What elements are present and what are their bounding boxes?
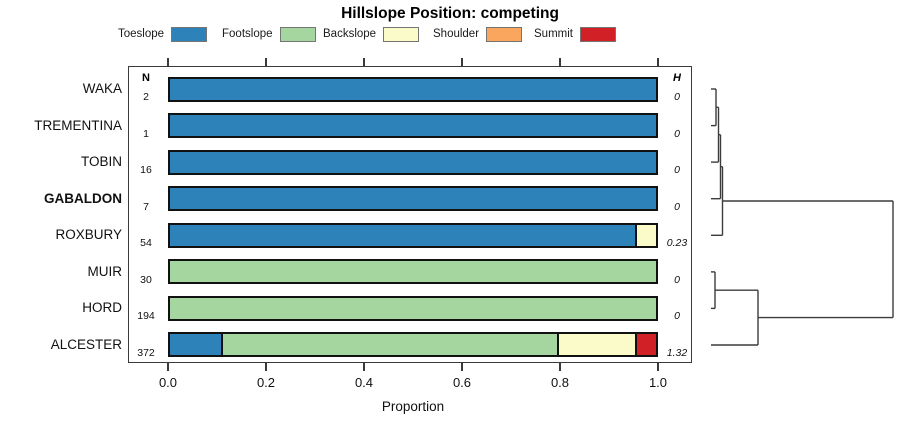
- legend-item-summit: Summit: [534, 24, 616, 44]
- bar-segment-toeslope: [170, 188, 656, 210]
- legend-item-backslope: Backslope: [323, 24, 420, 44]
- stacked-bar-tobin: [168, 149, 658, 175]
- row-label-waka: WAKA: [82, 81, 122, 96]
- h-value: 0.23: [666, 237, 688, 250]
- legend-label: Footslope: [222, 28, 273, 40]
- legend-item-toeslope: Toeslope: [118, 24, 208, 44]
- stacked-bar-waka: [168, 76, 658, 102]
- x-tick-label: 0.6: [452, 375, 472, 390]
- bar-segment-toeslope: [170, 334, 224, 356]
- x-tick-label: 0.8: [550, 375, 570, 390]
- stacked-bar-hord: [168, 295, 658, 321]
- bottom-tick: [167, 363, 169, 371]
- legend-label: Summit: [534, 28, 573, 40]
- bar-segment-backslope: [636, 224, 656, 246]
- bar-segment-summit: [636, 334, 656, 356]
- row-label-alcester: ALCESTER: [50, 336, 122, 352]
- summit-color-swatch: [579, 26, 616, 42]
- bar-segment-toeslope: [170, 115, 656, 137]
- h-value: 0: [674, 127, 680, 140]
- n-value: 194: [137, 310, 155, 323]
- stacked-bar-gabaldon: [168, 186, 658, 212]
- n-column-header: N: [142, 72, 150, 84]
- footslope-color-swatch: [279, 26, 316, 42]
- row-label-hord: HORD: [82, 300, 122, 316]
- row-label-tobin: TOBIN: [80, 154, 122, 170]
- bottom-tick: [559, 363, 561, 371]
- n-value: 2: [143, 91, 149, 103]
- n-value: 54: [140, 237, 152, 250]
- top-tick: [657, 58, 659, 66]
- legend-item-shoulder: Shoulder: [433, 24, 523, 44]
- row-label-muir: MUIR: [87, 263, 123, 279]
- bar-segment-toeslope: [170, 78, 656, 100]
- x-tick-label: 0.2: [256, 375, 276, 390]
- bar-segment-backslope: [558, 334, 637, 356]
- h-column-header: H: [673, 72, 681, 84]
- bottom-tick: [657, 363, 659, 371]
- bottom-tick: [461, 363, 463, 371]
- n-value: 7: [143, 200, 149, 213]
- h-value: 0: [674, 164, 680, 177]
- top-tick: [265, 58, 267, 66]
- stacked-bar-roxbury: [168, 222, 658, 248]
- x-tick-label: 1.0: [648, 375, 668, 390]
- h-value: 0: [674, 91, 680, 103]
- plot-area-border: [128, 66, 692, 363]
- row-label-gabaldon: GABALDON: [44, 190, 122, 206]
- stacked-bar-trementina: [168, 113, 658, 139]
- h-value: 0: [674, 310, 680, 323]
- row-label-trementina: TREMENTINA: [34, 117, 122, 133]
- toeslope-color-swatch: [171, 26, 208, 42]
- legend-label: Backslope: [323, 28, 377, 40]
- h-value: 0: [674, 200, 680, 213]
- top-tick: [167, 58, 169, 66]
- bar-segment-toeslope: [170, 224, 637, 246]
- bottom-tick: [265, 363, 267, 371]
- h-value: 0: [674, 273, 680, 286]
- n-value: 372: [137, 346, 155, 359]
- stacked-bar-alcester: [168, 332, 658, 358]
- top-tick: [363, 58, 365, 66]
- x-axis-title: Proportion: [381, 399, 445, 414]
- backslope-color-swatch: [383, 26, 420, 42]
- x-tick-label: 0.4: [354, 375, 374, 390]
- bar-segment-toeslope: [170, 151, 656, 173]
- legend-item-footslope: Footslope: [222, 24, 316, 44]
- bar-segment-footslope: [223, 334, 559, 356]
- x-tick-label: 0.0: [158, 375, 178, 390]
- legend-label: Shoulder: [433, 28, 480, 40]
- row-label-roxbury: ROXBURY: [55, 227, 122, 243]
- top-tick: [461, 58, 463, 66]
- stacked-bar-muir: [168, 259, 658, 285]
- bottom-tick: [363, 363, 365, 371]
- shoulder-color-swatch: [486, 26, 523, 42]
- legend-label: Toeslope: [118, 28, 165, 40]
- top-tick: [559, 58, 561, 66]
- bar-segment-footslope: [170, 297, 656, 319]
- n-value: 30: [140, 273, 152, 286]
- chart-title: Hillslope Position: competing: [341, 5, 559, 22]
- n-value: 16: [140, 164, 152, 177]
- bar-segment-footslope: [170, 261, 656, 283]
- n-value: 1: [143, 127, 149, 140]
- h-value: 1.32: [666, 346, 688, 359]
